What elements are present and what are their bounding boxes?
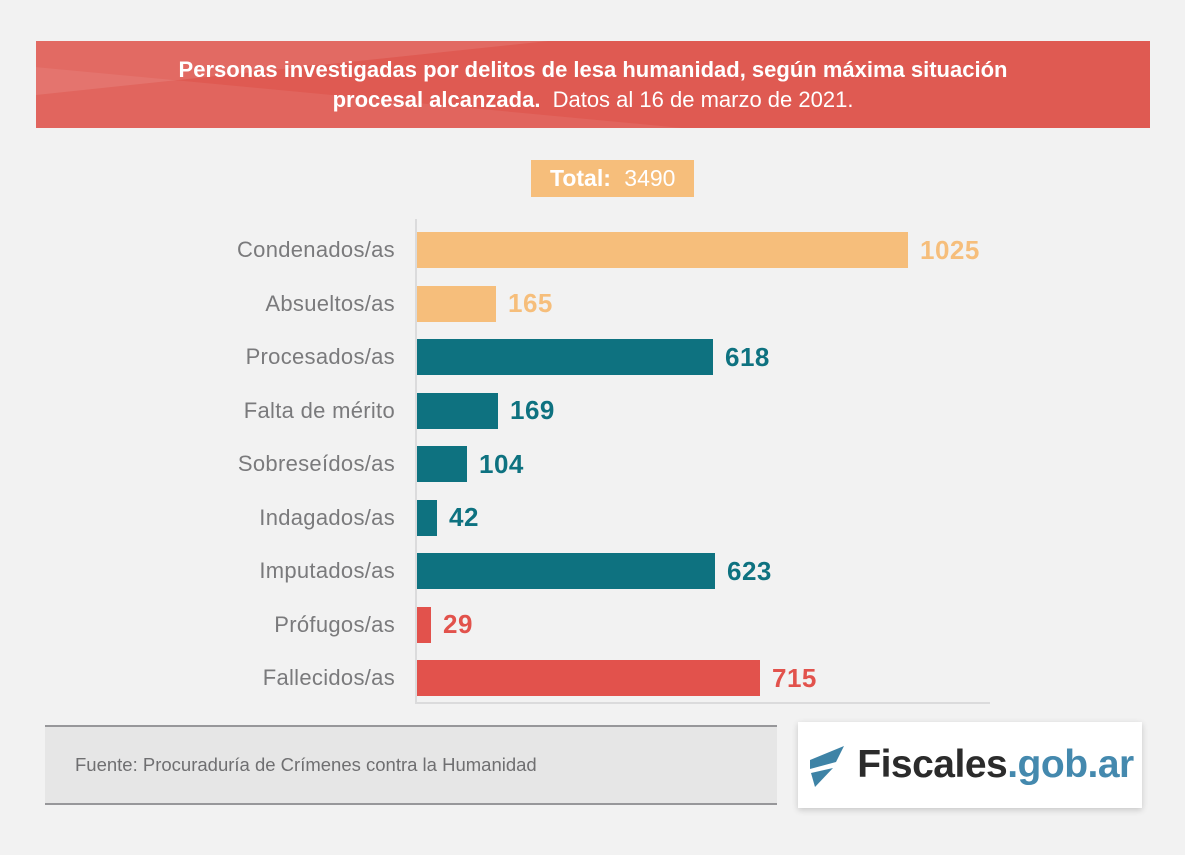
total-label: Total: bbox=[550, 165, 611, 191]
chart-y-axis-line bbox=[415, 219, 417, 704]
chart-row: Falta de mérito 169 bbox=[0, 392, 1050, 429]
chart-row: Absueltos/as 165 bbox=[0, 285, 1050, 322]
bar bbox=[417, 553, 715, 589]
category-label: Condenados/as bbox=[236, 237, 395, 262]
bar-track: 169 bbox=[417, 392, 1050, 429]
bar bbox=[417, 606, 431, 643]
fiscales-f-icon bbox=[806, 742, 846, 788]
bar-track: 104 bbox=[417, 446, 1050, 482]
value-label: 42 bbox=[449, 502, 479, 532]
value-label: 623 bbox=[727, 555, 772, 586]
bar-track: 165 bbox=[417, 285, 1050, 322]
bar bbox=[417, 446, 467, 482]
value-label: 29 bbox=[443, 609, 473, 639]
category-label: Fallecidos/as bbox=[262, 665, 395, 690]
chart-row: Procesados/as 618 bbox=[0, 339, 1050, 375]
chart-row: Sobreseídos/as 104 bbox=[0, 446, 1050, 482]
banner-title-line1: Personas investigadas por delitos de les… bbox=[36, 55, 1150, 85]
source-box: Fuente: Procuraduría de Crímenes contra … bbox=[45, 725, 777, 805]
bar bbox=[417, 232, 908, 268]
chart-row: Prófugos/as 29 bbox=[0, 606, 1050, 643]
value-label: 1025 bbox=[920, 234, 980, 265]
chart-row: Condenados/as 1025 bbox=[0, 232, 1050, 268]
logo-text-fiscales: Fiscales bbox=[857, 743, 1008, 786]
value-label: 169 bbox=[510, 395, 555, 425]
category-label: Absueltos/as bbox=[265, 290, 395, 316]
chart-row: Imputados/as 623 bbox=[0, 553, 1050, 589]
value-label: 165 bbox=[508, 288, 553, 318]
bar-track: 1025 bbox=[417, 232, 1050, 268]
source-text: Fuente: Procuraduría de Crímenes contra … bbox=[75, 754, 537, 775]
logo-text-gobar: .gob.ar bbox=[1007, 743, 1134, 786]
category-label: Prófugos/as bbox=[274, 611, 395, 637]
category-label: Imputados/as bbox=[259, 558, 395, 583]
fiscales-logo: Fiscales.gob.ar bbox=[798, 722, 1142, 808]
bar bbox=[417, 285, 496, 322]
bar-chart-rows: Condenados/as 1025 Absueltos/as 165 Procesad… bbox=[0, 232, 1050, 696]
bar-track: 715 bbox=[417, 660, 1050, 696]
bar bbox=[417, 499, 437, 536]
bar-chart: Condenados/as 1025 Absueltos/as 165 Procesad… bbox=[0, 219, 1050, 704]
title-text-bold: Personas investigadas por delitos de les… bbox=[178, 57, 1008, 82]
category-label: Falta de mérito bbox=[243, 397, 395, 423]
bar-track: 618 bbox=[417, 339, 1050, 375]
logo-wordmark: Fiscales.gob.ar bbox=[857, 743, 1134, 787]
bar-track: 29 bbox=[417, 606, 1050, 643]
value-label: 618 bbox=[725, 341, 770, 372]
title-text-bold: procesal alcanzada. bbox=[332, 87, 541, 112]
category-label: Indagados/as bbox=[259, 504, 395, 530]
header-banner: Personas investigadas por delitos de les… bbox=[36, 41, 1150, 128]
chart-row: Fallecidos/as 715 bbox=[0, 660, 1050, 696]
chart-x-axis-line bbox=[415, 702, 990, 704]
title-text-regular: Datos al 16 de marzo de 2021. bbox=[552, 87, 854, 112]
bar bbox=[417, 339, 713, 375]
category-label: Sobreseídos/as bbox=[237, 451, 395, 476]
category-label: Procesados/as bbox=[245, 344, 395, 369]
banner-title-line2: procesal alcanzada. Datos al 16 de marzo… bbox=[36, 85, 1150, 115]
total-value: 3490 bbox=[624, 165, 676, 191]
total-badge: Total: 3490 bbox=[531, 160, 695, 197]
bar-track: 42 bbox=[417, 499, 1050, 536]
chart-row: Indagados/as 42 bbox=[0, 499, 1050, 536]
bar bbox=[417, 660, 760, 696]
value-label: 104 bbox=[479, 448, 524, 479]
bar-track: 623 bbox=[417, 553, 1050, 589]
bar bbox=[417, 392, 498, 429]
value-label: 715 bbox=[772, 662, 817, 693]
